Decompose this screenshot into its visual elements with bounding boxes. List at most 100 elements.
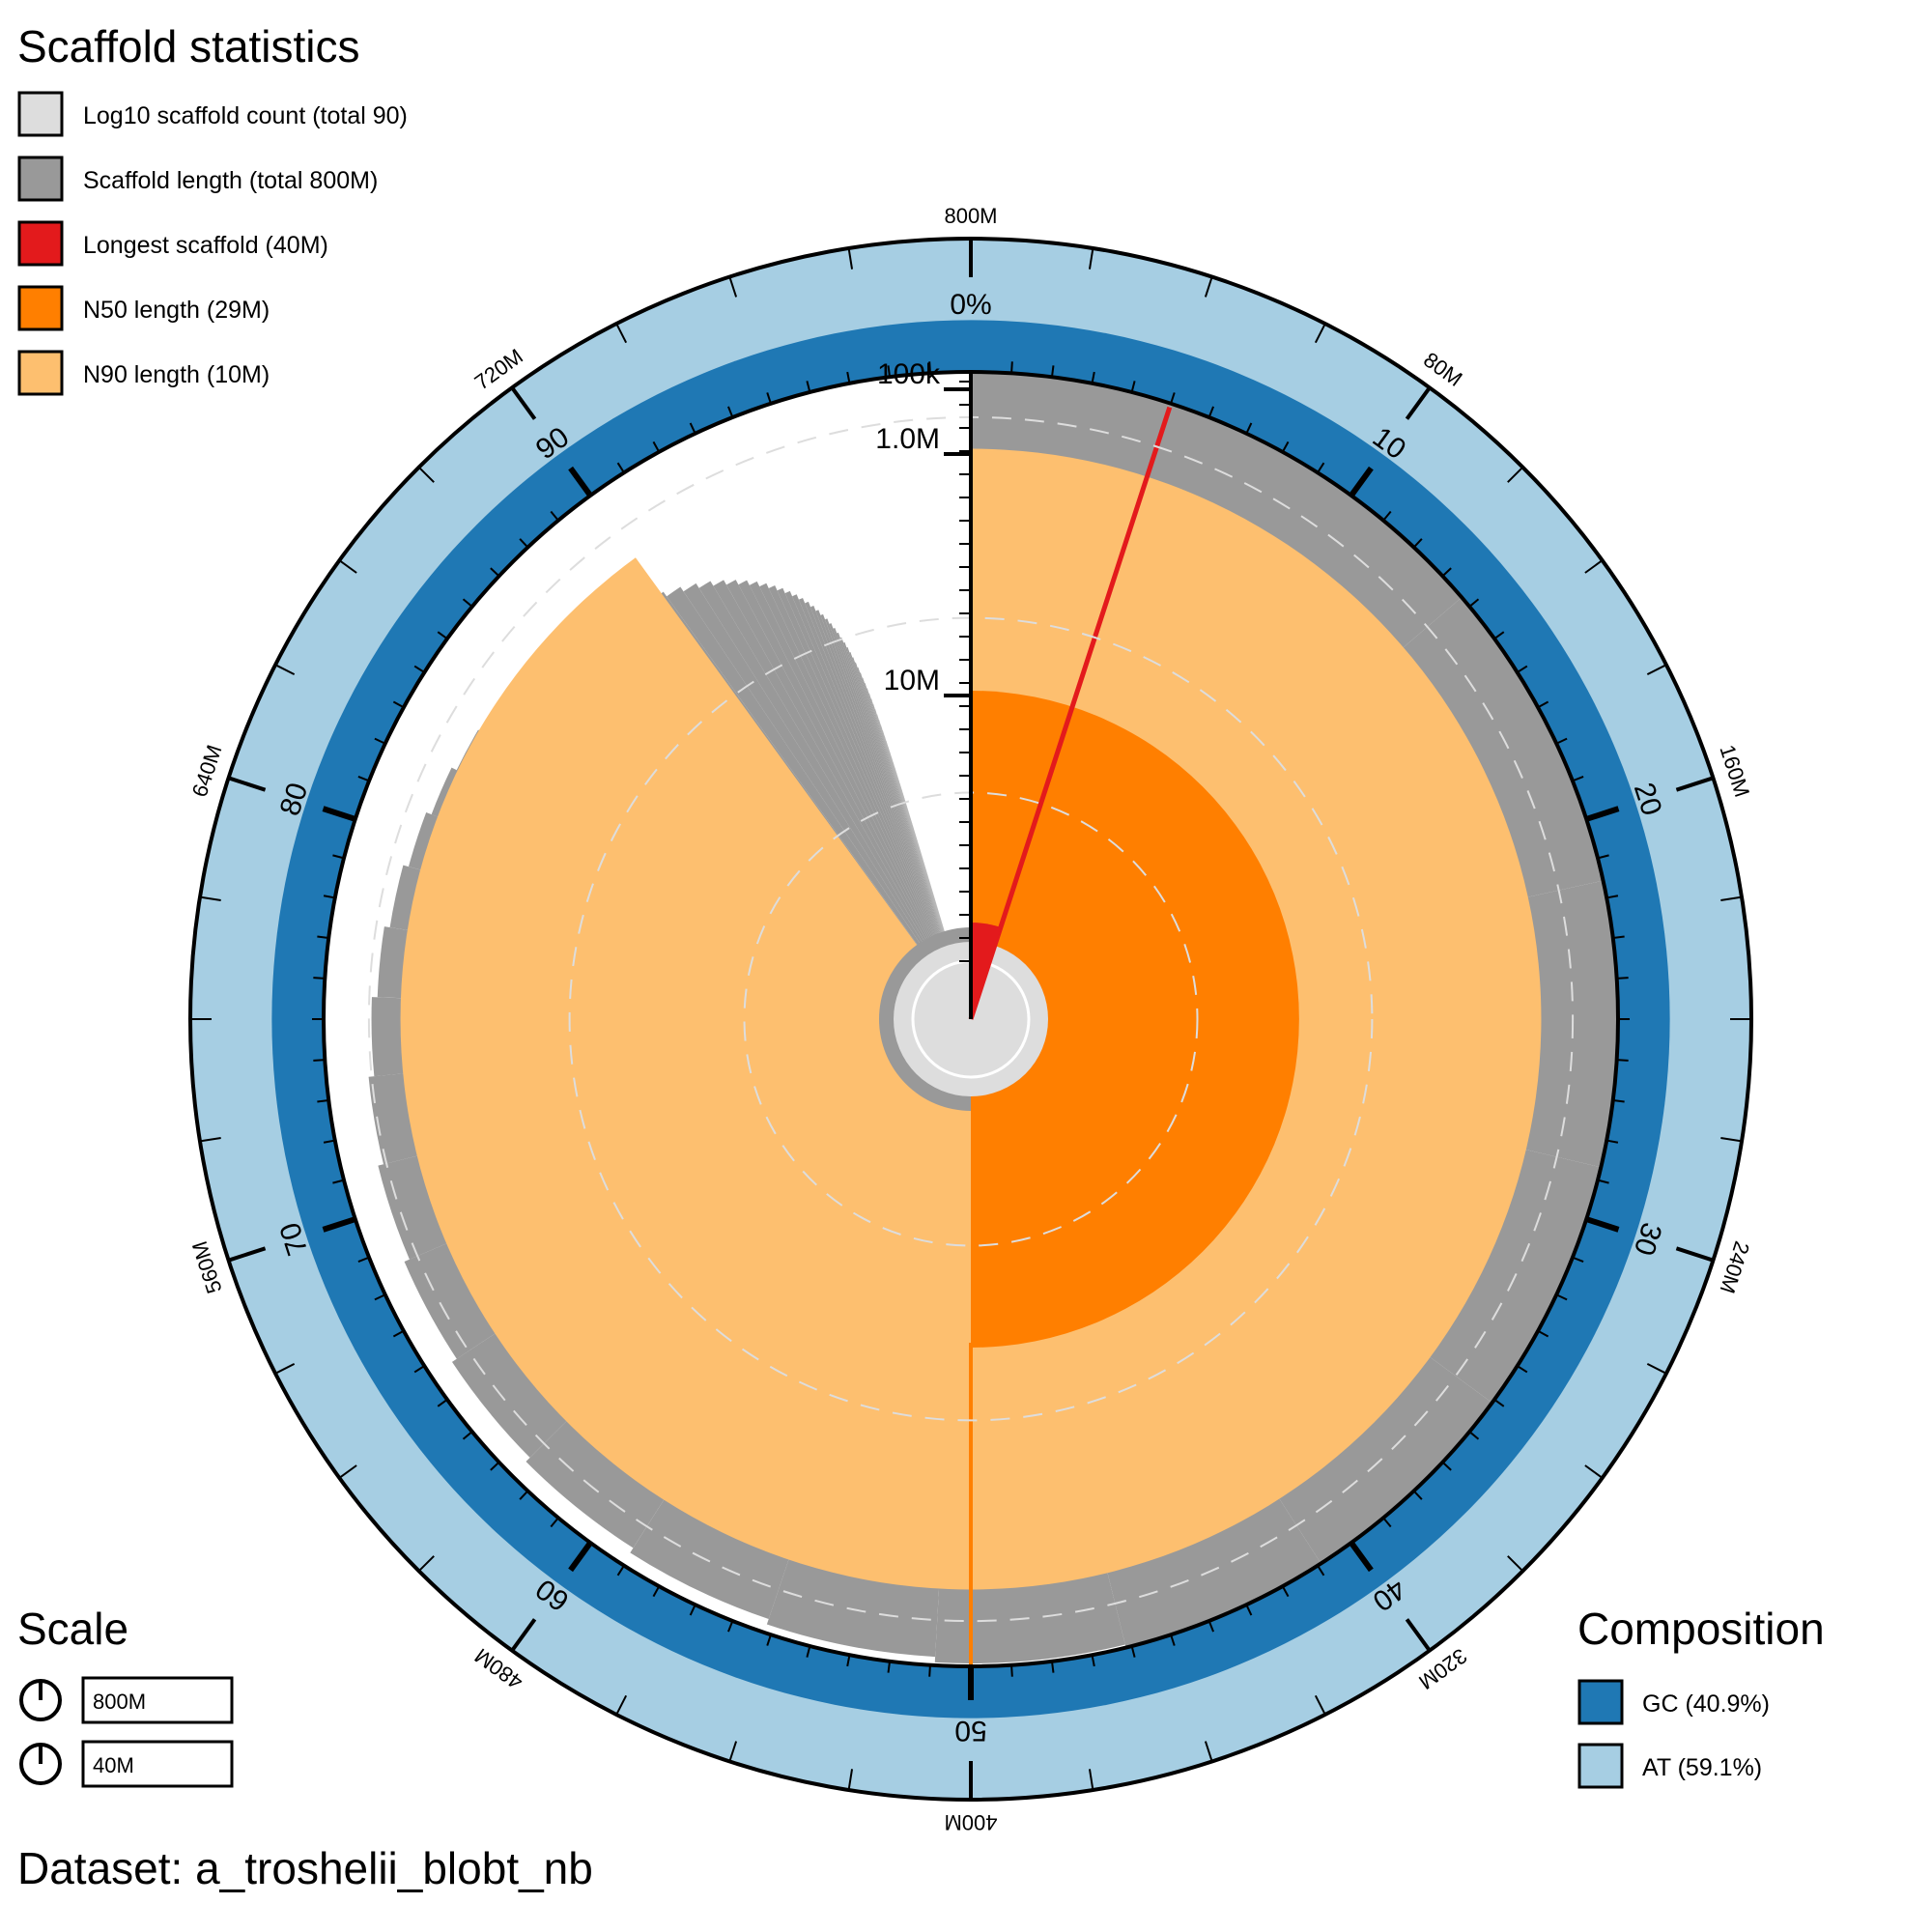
percentile-minor-tick [392, 1329, 405, 1338]
percentile-minor-tick [887, 1661, 892, 1673]
percentile-minor-tick [317, 935, 329, 940]
percentile-minor-tick [1245, 1604, 1253, 1616]
scaffold-length-bar [738, 580, 971, 1019]
percentile-minor-tick [928, 1664, 931, 1677]
length-tick [227, 1246, 267, 1263]
percentile-minor-tick [374, 1293, 386, 1301]
percentile-minor-tick [1317, 1565, 1325, 1577]
percentile-minor-tick [616, 1565, 625, 1577]
length-minor-tick [338, 559, 357, 574]
percentile-minor-tick [317, 1098, 329, 1103]
percentile-minor-tick [887, 365, 892, 378]
percentile-minor-tick [462, 1431, 473, 1440]
percentile-minor-tick [1412, 538, 1423, 549]
percentile-minor-tick [846, 1654, 851, 1667]
percentile-minor-tick [806, 381, 811, 393]
percentile-tick [568, 466, 593, 497]
longest-scaffold-line [968, 406, 1173, 1020]
legend-label: Longest scaffold (40M) [83, 232, 328, 259]
percentile-tick [1585, 806, 1620, 822]
composition-label: AT (59.1%) [1642, 1754, 1762, 1781]
length-minor-tick [1584, 1464, 1604, 1479]
percentile-minor-tick [1441, 1461, 1452, 1471]
length-minor-tick [1507, 466, 1524, 483]
scale-box-label: 800M [93, 1690, 146, 1714]
scaffold-length-bar [810, 606, 971, 1019]
percentile-minor-tick [928, 361, 931, 374]
percentile-minor-tick [323, 895, 336, 899]
scaffold-length-bar [846, 647, 971, 1019]
scaffold-length-bar [749, 581, 971, 1019]
scaffold-length-bar [857, 667, 971, 1019]
percentile-minor-tick [1605, 895, 1619, 899]
legend-swatch [17, 285, 64, 331]
percentile-tick [322, 1216, 356, 1233]
percentile-minor-tick [1517, 665, 1528, 673]
chart-title: Scaffold statistics [17, 21, 360, 71]
percentile-minor-tick [357, 1256, 370, 1263]
scale-box [81, 1740, 234, 1788]
percentile-minor-tick [550, 510, 559, 522]
length-minor-tick [847, 1769, 854, 1791]
percentile-minor-tick [616, 462, 625, 473]
scaffold-length-bar [725, 580, 971, 1019]
scaffold-length-bar [759, 582, 971, 1019]
scale-title: Scale [17, 1604, 128, 1654]
scaffold-length-bar [843, 641, 971, 1019]
percentile-minor-tick [1010, 1664, 1013, 1677]
scaffold-length-bar [820, 613, 971, 1019]
percentile-minor-tick [413, 1365, 425, 1374]
scaffold-length-bar [768, 585, 971, 1019]
percentile-minor-tick [1616, 1059, 1629, 1062]
percentile-minor-tick [1382, 1517, 1392, 1528]
composition-legend: GC (40.9%) AT (59.1%) [1577, 1679, 1770, 1789]
length-tick-label: 160M [1715, 742, 1754, 800]
percentile-minor-tick [1441, 567, 1452, 578]
percentile-minor-tick [1130, 1645, 1136, 1658]
legend-swatch [17, 91, 64, 137]
length-tick [227, 776, 267, 792]
percentile-tick [1585, 1216, 1620, 1233]
percentile-minor-tick [1091, 371, 1095, 384]
length-minor-tick [728, 1741, 738, 1762]
percentile-minor-tick [357, 776, 370, 782]
length-tick-label: 640M [187, 742, 227, 800]
percentile-minor-tick [1597, 1179, 1609, 1184]
plot-area: 102030405060708090800M80M160M240M320M400… [187, 204, 1754, 1834]
length-tick [1405, 386, 1432, 420]
length-minor-tick [338, 1464, 357, 1479]
scaffold-length-bar [825, 618, 971, 1019]
percentile-minor-tick [1555, 1293, 1568, 1301]
length-tick-label: 240M [1715, 1238, 1754, 1296]
length-tick [510, 386, 537, 420]
length-tick [1675, 776, 1715, 792]
percentile-minor-tick [490, 567, 500, 578]
composition-swatch [1577, 1679, 1624, 1725]
scaffold-length-bar [855, 662, 971, 1019]
legend-swatch [17, 156, 64, 202]
percentile-minor-tick [727, 1620, 734, 1633]
scaffold-length-bar [667, 586, 971, 1019]
percentile-tick [322, 806, 356, 822]
longest-scaffold-wedge [971, 923, 1001, 1019]
percentile-minor-tick [1208, 1620, 1214, 1633]
legend-swatch [17, 220, 64, 267]
scaffold-length-bar [815, 610, 971, 1019]
length-minor-tick [1314, 1694, 1326, 1716]
length-minor-tick [615, 323, 628, 344]
percentile-minor-tick [1050, 365, 1055, 378]
percentile-minor-tick [1130, 381, 1136, 393]
length-minor-tick [1204, 276, 1213, 298]
percentile-minor-tick [490, 1461, 500, 1471]
length-minor-tick [1088, 1769, 1094, 1791]
length-tick [1405, 1618, 1432, 1652]
length-minor-tick [1584, 559, 1604, 574]
length-minor-tick [417, 1555, 435, 1573]
percentile-minor-tick [1382, 510, 1392, 522]
percentile-minor-tick [1572, 776, 1584, 782]
percentile-minor-tick [519, 1490, 529, 1500]
percentile-minor-tick [374, 737, 386, 745]
percentile-minor-tick [1245, 422, 1253, 435]
